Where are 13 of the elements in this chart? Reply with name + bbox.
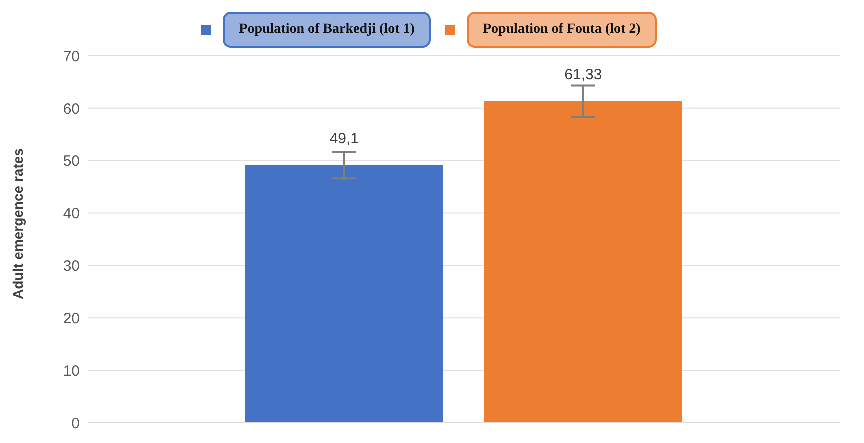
y-tick-label: 50 bbox=[63, 153, 80, 170]
y-tick-label: 60 bbox=[63, 100, 80, 118]
data-label: 49,1 bbox=[330, 130, 360, 148]
y-tick-label: 30 bbox=[63, 258, 80, 276]
y-tick-label: 10 bbox=[63, 362, 80, 380]
y-tick-label: 20 bbox=[63, 310, 80, 328]
y-tick-label: 40 bbox=[63, 206, 80, 223]
legend-label: Population of Fouta (lot 2) bbox=[466, 12, 657, 48]
y-axis-title: Adult emergence rates bbox=[10, 148, 26, 300]
legend-label: Population of Barkedji (lot 1) bbox=[223, 12, 431, 48]
data-label: 61,33 bbox=[564, 66, 602, 84]
y-tick-label: 70 bbox=[63, 48, 80, 66]
y-tick-label: 0 bbox=[72, 415, 80, 432]
